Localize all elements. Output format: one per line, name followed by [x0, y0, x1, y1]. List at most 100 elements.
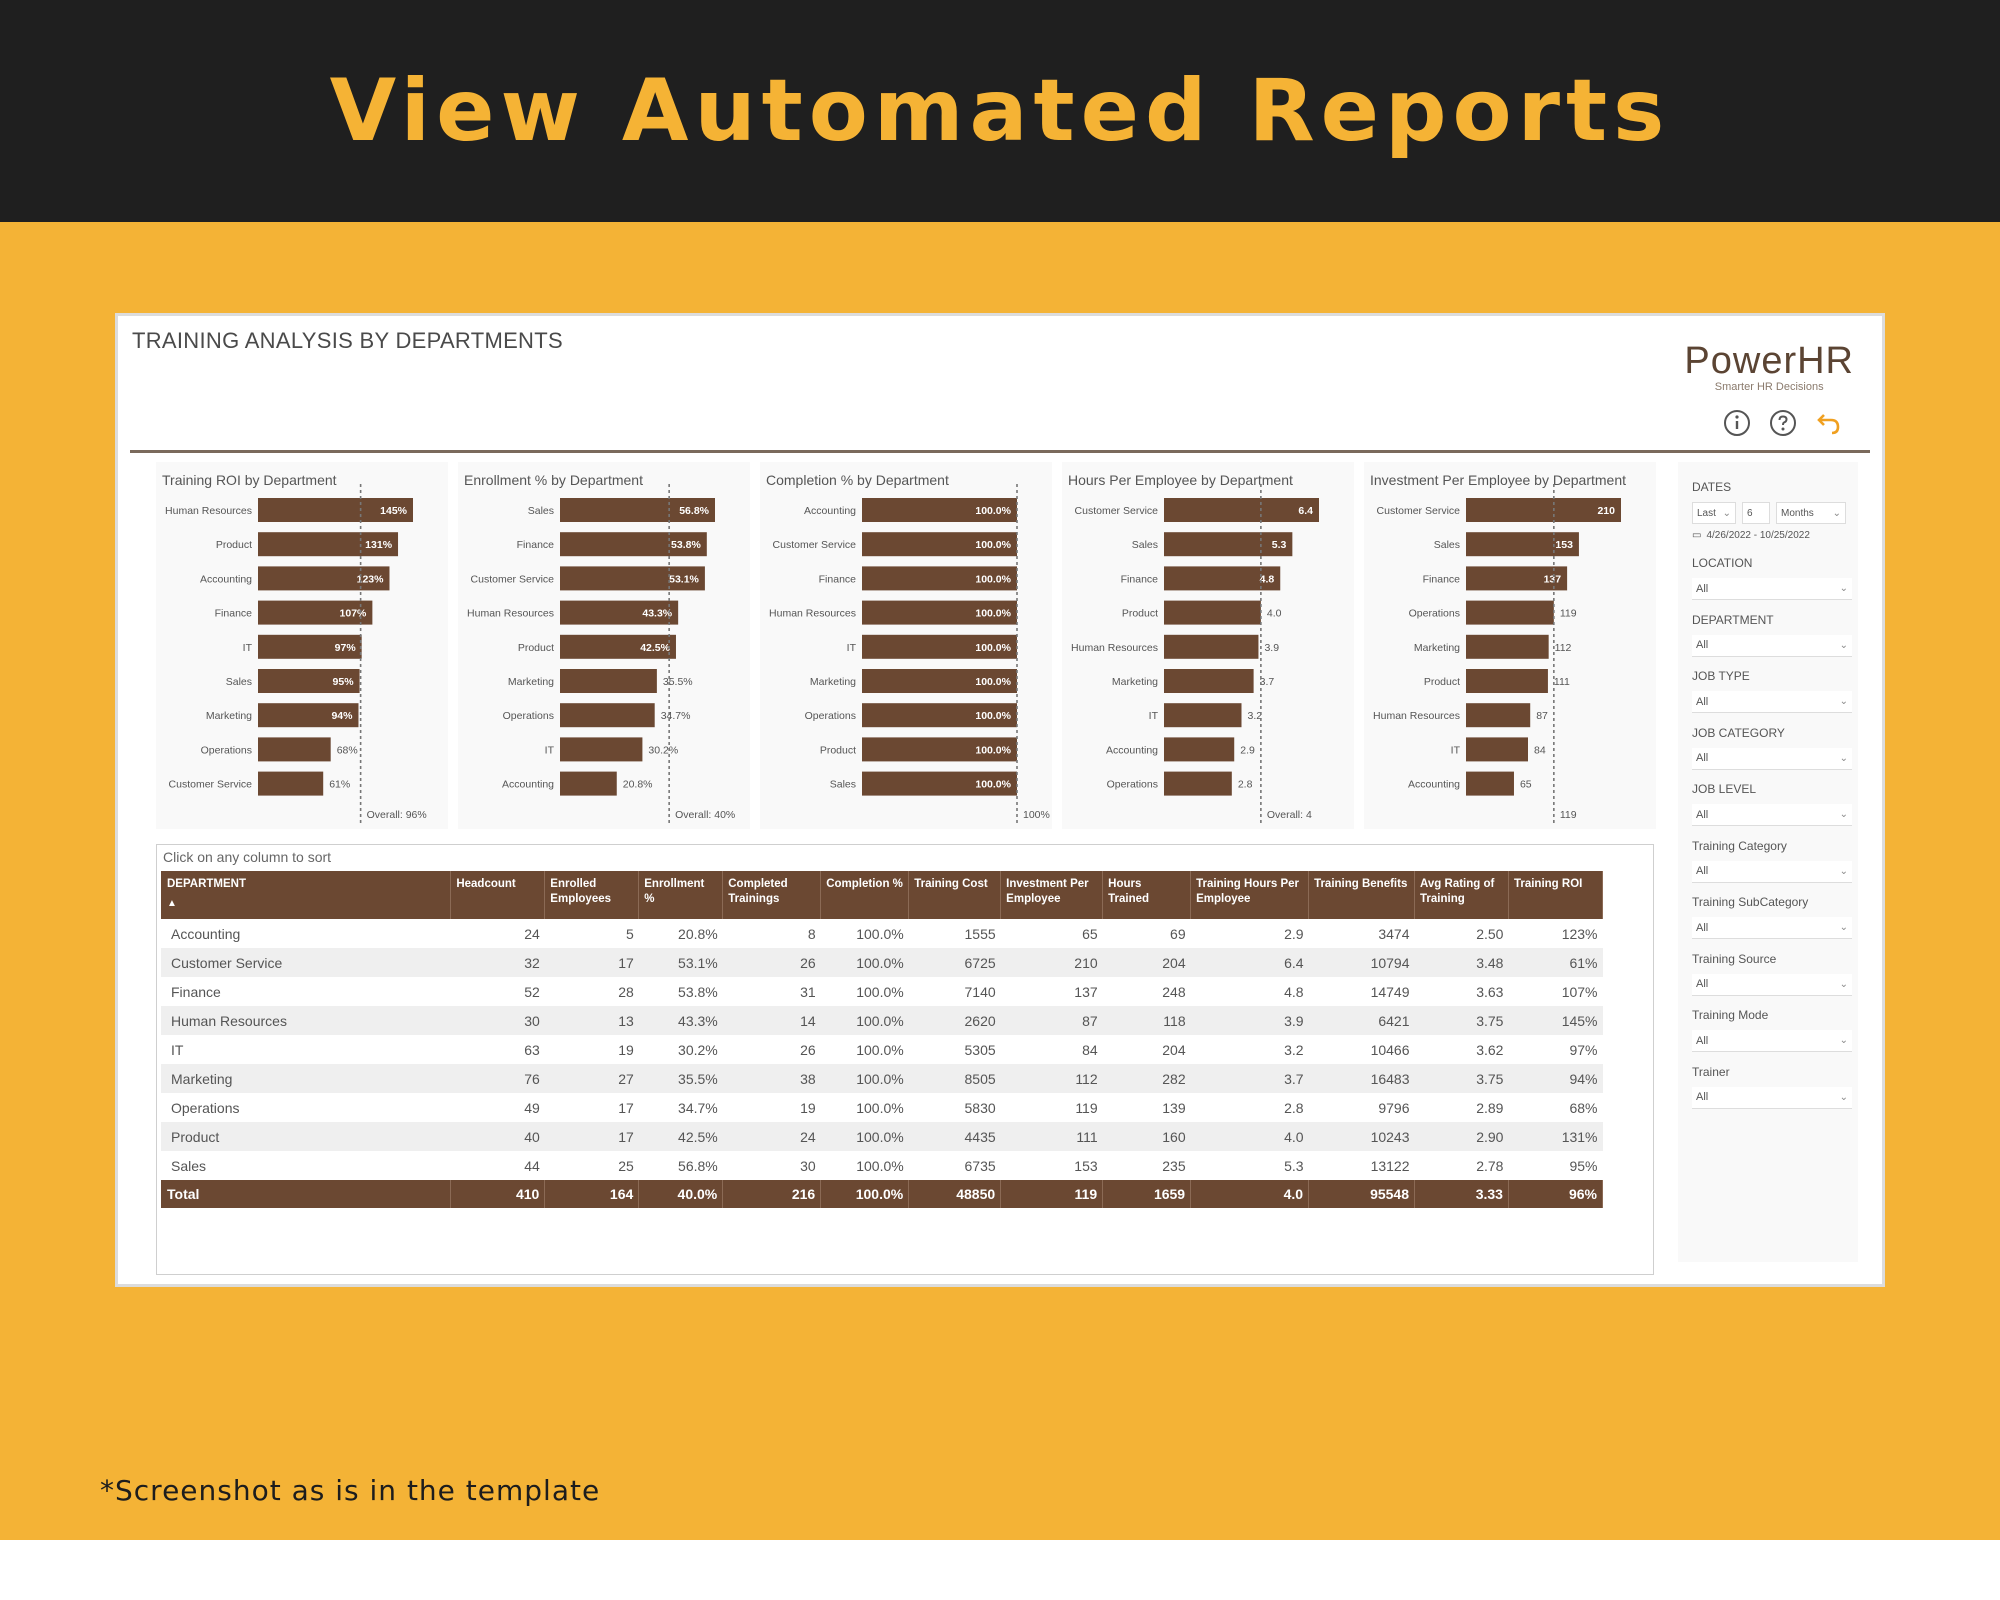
bar[interactable]	[560, 566, 705, 591]
column-header-training-hours-per-employee[interactable]: Training Hours Per Employee	[1190, 871, 1310, 919]
bar[interactable]	[1466, 737, 1528, 762]
bar[interactable]	[258, 737, 331, 762]
bottom-strip	[0, 1540, 2000, 1600]
bar[interactable]	[560, 703, 655, 728]
column-header-headcount[interactable]: Headcount	[450, 871, 546, 919]
bar[interactable]	[1164, 498, 1319, 522]
bar[interactable]	[1164, 634, 1259, 659]
column-header-avg-rating[interactable]: Avg Rating of Training	[1414, 871, 1509, 919]
department-table: DEPARTMENT ▲ Headcount Enrolled Employees…	[161, 871, 1604, 1208]
filter-select[interactable]: All ⌄	[1692, 747, 1852, 770]
bar[interactable]	[258, 771, 324, 796]
total-cell: 96%	[1508, 1180, 1604, 1208]
bar[interactable]	[1164, 703, 1242, 728]
column-header-investment-per-employee[interactable]: Investment Per Employee	[1000, 871, 1104, 919]
bar[interactable]	[258, 634, 362, 659]
bar[interactable]	[1164, 532, 1293, 557]
table-cell: 137	[1074, 983, 1098, 1000]
help-icon[interactable]	[1768, 408, 1798, 438]
total-cell: 1659	[1102, 1180, 1192, 1208]
bar[interactable]	[560, 634, 676, 659]
bar[interactable]	[862, 771, 1017, 796]
column-header-training-benefits[interactable]: Training Benefits	[1308, 871, 1416, 919]
date-unit-select[interactable]: Months ⌄	[1776, 502, 1846, 524]
filter-value: All	[1696, 582, 1709, 595]
column-header-completion-pct[interactable]: Completion %	[820, 871, 910, 919]
date-count-input[interactable]: 6	[1742, 502, 1770, 524]
bar[interactable]	[560, 771, 617, 796]
bar[interactable]	[258, 703, 359, 728]
table-cell: 10466	[1370, 1041, 1410, 1058]
total-cell: 40.0%	[638, 1180, 724, 1208]
category-label: Human Resources	[165, 505, 252, 517]
reference-label: 100%	[1023, 809, 1050, 821]
column-header-training-cost[interactable]: Training Cost	[908, 871, 1002, 919]
table-cell: 32	[450, 948, 545, 977]
bar[interactable]	[1466, 532, 1579, 557]
column-header-completed-trainings[interactable]: Completed Trainings	[722, 871, 822, 919]
bar[interactable]	[258, 498, 413, 522]
table-cell: 204	[1102, 948, 1191, 977]
bar[interactable]	[258, 566, 390, 591]
category-label: Accounting	[200, 573, 252, 585]
chevron-down-icon: ⌄	[1839, 639, 1848, 651]
bar[interactable]	[1466, 498, 1621, 522]
bar[interactable]	[1466, 566, 1568, 591]
chart-hours-per-employee: Hours Per Employee by Department Custome…	[1062, 462, 1354, 829]
bar[interactable]	[1164, 669, 1254, 693]
column-header-enrolled-employees[interactable]: Enrolled Employees	[544, 871, 640, 919]
bar[interactable]	[862, 532, 1017, 557]
table-row: IT 63 19 30.2% 26 100.0% 5305 84 204 3.2 10466 3.62…	[161, 1035, 1603, 1064]
column-header-training-roi[interactable]: Training ROI	[1508, 871, 1604, 919]
banner-title: View Automated Reports	[329, 61, 1671, 161]
filter-select[interactable]: All ⌄	[1692, 1030, 1852, 1052]
info-icon[interactable]	[1722, 408, 1752, 438]
bar[interactable]	[862, 498, 1017, 522]
filter-select[interactable]: All ⌄	[1692, 973, 1852, 996]
column-header-enrollment-pct[interactable]: Enrollment %	[638, 871, 724, 919]
date-mode-select[interactable]: Last ⌄	[1692, 502, 1736, 524]
table-row: Product 40 17 42.5% 24 100.0% 4435 111 160 4.0 102…	[161, 1122, 1603, 1151]
data-label: 53.8%	[671, 539, 701, 551]
bar[interactable]	[1466, 634, 1549, 659]
category-label: Accounting	[1106, 744, 1158, 756]
filter-select[interactable]: All ⌄	[1692, 860, 1852, 883]
filter-value: All	[1696, 752, 1709, 764]
bar[interactable]	[258, 669, 360, 693]
bar[interactable]	[862, 600, 1017, 625]
bar[interactable]	[862, 703, 1017, 728]
bar[interactable]	[560, 669, 657, 693]
column-header-department[interactable]: DEPARTMENT ▲	[161, 871, 452, 919]
filter-select[interactable]: All ⌄	[1692, 804, 1852, 826]
bar[interactable]	[560, 600, 679, 625]
bar[interactable]	[1164, 771, 1232, 796]
bar[interactable]	[862, 634, 1017, 659]
table-cell: 118	[1102, 1006, 1191, 1035]
column-header-hours-trained[interactable]: Hours Trained	[1102, 871, 1192, 919]
filter-select[interactable]: All ⌄	[1692, 1086, 1852, 1109]
bar[interactable]	[1466, 703, 1531, 728]
filter-select[interactable]: All ⌄	[1692, 578, 1852, 600]
bar[interactable]	[1164, 737, 1235, 762]
bar[interactable]	[258, 532, 399, 557]
back-icon[interactable]	[1814, 408, 1844, 438]
data-label: 3.7	[1260, 676, 1275, 688]
bar[interactable]	[560, 737, 643, 762]
filter-select[interactable]: All ⌄	[1692, 634, 1852, 657]
filter-select[interactable]: All ⌄	[1692, 691, 1852, 713]
bar[interactable]	[1466, 669, 1548, 693]
bar[interactable]	[560, 532, 707, 557]
bar[interactable]	[1466, 771, 1514, 796]
filter-label: LOCATION	[1692, 556, 1753, 570]
category-label: Sales	[226, 676, 252, 688]
bar[interactable]	[258, 600, 373, 625]
bar[interactable]	[862, 566, 1017, 591]
bar[interactable]	[1164, 600, 1261, 625]
filter-select[interactable]: All ⌄	[1692, 917, 1852, 939]
filter-department: DEPARTMENT All ⌄	[1692, 613, 1852, 657]
bar[interactable]	[1466, 600, 1554, 625]
bar[interactable]	[560, 498, 715, 522]
table-cell: 87	[1000, 1006, 1103, 1035]
bar[interactable]	[862, 737, 1017, 762]
bar[interactable]	[862, 669, 1017, 693]
